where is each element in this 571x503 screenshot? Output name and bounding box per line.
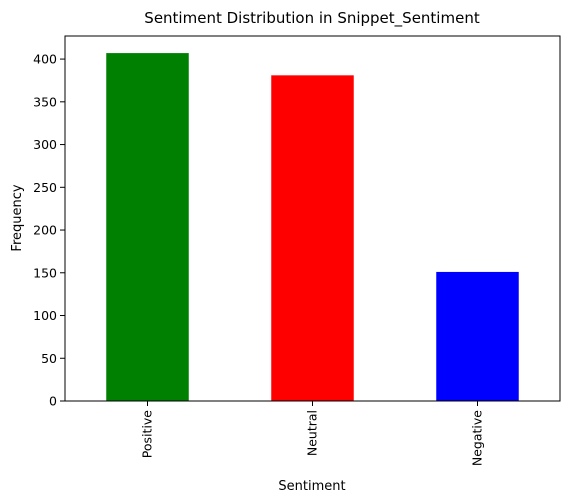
x-axis-ticks: Positive Neutral Negative <box>140 401 485 466</box>
y-axis-label: Frequency <box>10 184 25 251</box>
x-tick-label: Neutral <box>305 410 320 456</box>
y-tick-label: 200 <box>33 223 57 238</box>
y-tick-label: 0 <box>49 394 57 409</box>
bars-group <box>106 53 519 402</box>
plot-frame <box>64 35 561 402</box>
y-tick-label: 350 <box>33 94 57 109</box>
x-tick-label: Negative <box>470 410 485 466</box>
chart-title: Sentiment Distribution in Snippet_Sentim… <box>144 9 480 28</box>
y-axis-ticks: 0 50 100 150 200 250 300 350 400 <box>33 52 65 409</box>
y-tick-label: 50 <box>41 351 57 366</box>
y-tick-label: 400 <box>33 52 57 67</box>
y-tick-label: 250 <box>33 180 57 195</box>
x-tick-label: Positive <box>140 410 155 458</box>
x-axis-label: Sentiment <box>278 479 345 494</box>
y-tick-label: 150 <box>33 265 57 280</box>
bar-negative <box>436 271 519 401</box>
bar-neutral <box>271 75 354 401</box>
bar-positive <box>106 53 189 402</box>
y-tick-label: 300 <box>33 137 57 152</box>
y-tick-label: 100 <box>33 308 57 323</box>
